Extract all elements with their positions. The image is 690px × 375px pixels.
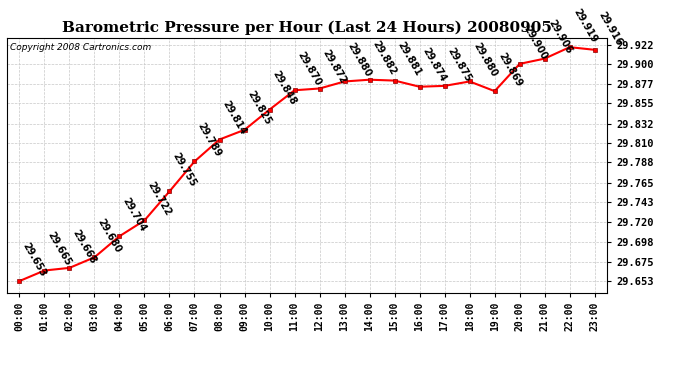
Text: 29.755: 29.755 <box>171 151 198 189</box>
Text: 29.869: 29.869 <box>496 51 524 88</box>
Text: 29.900: 29.900 <box>521 24 549 61</box>
Text: 29.875: 29.875 <box>446 45 473 83</box>
Text: 29.870: 29.870 <box>296 50 324 87</box>
Text: 29.882: 29.882 <box>371 39 399 77</box>
Text: 29.872: 29.872 <box>321 48 348 86</box>
Text: 29.789: 29.789 <box>196 121 224 159</box>
Text: 29.906: 29.906 <box>546 18 573 56</box>
Text: 29.880: 29.880 <box>346 41 373 79</box>
Text: 29.916: 29.916 <box>596 9 624 47</box>
Text: 29.874: 29.874 <box>421 46 448 84</box>
Text: 29.814: 29.814 <box>221 99 248 137</box>
Text: 29.880: 29.880 <box>471 41 499 79</box>
Text: Copyright 2008 Cartronics.com: Copyright 2008 Cartronics.com <box>10 43 151 52</box>
Text: 29.668: 29.668 <box>71 228 98 265</box>
Text: 29.848: 29.848 <box>271 69 299 107</box>
Text: 29.653: 29.653 <box>21 241 48 278</box>
Text: 29.881: 29.881 <box>396 40 424 78</box>
Text: 29.722: 29.722 <box>146 180 173 218</box>
Text: 29.825: 29.825 <box>246 90 273 127</box>
Text: 29.680: 29.680 <box>96 217 124 255</box>
Text: 29.919: 29.919 <box>571 7 598 44</box>
Text: 29.704: 29.704 <box>121 196 148 234</box>
Text: 29.665: 29.665 <box>46 230 73 268</box>
Title: Barometric Pressure per Hour (Last 24 Hours) 20080905: Barometric Pressure per Hour (Last 24 Ho… <box>62 21 552 35</box>
